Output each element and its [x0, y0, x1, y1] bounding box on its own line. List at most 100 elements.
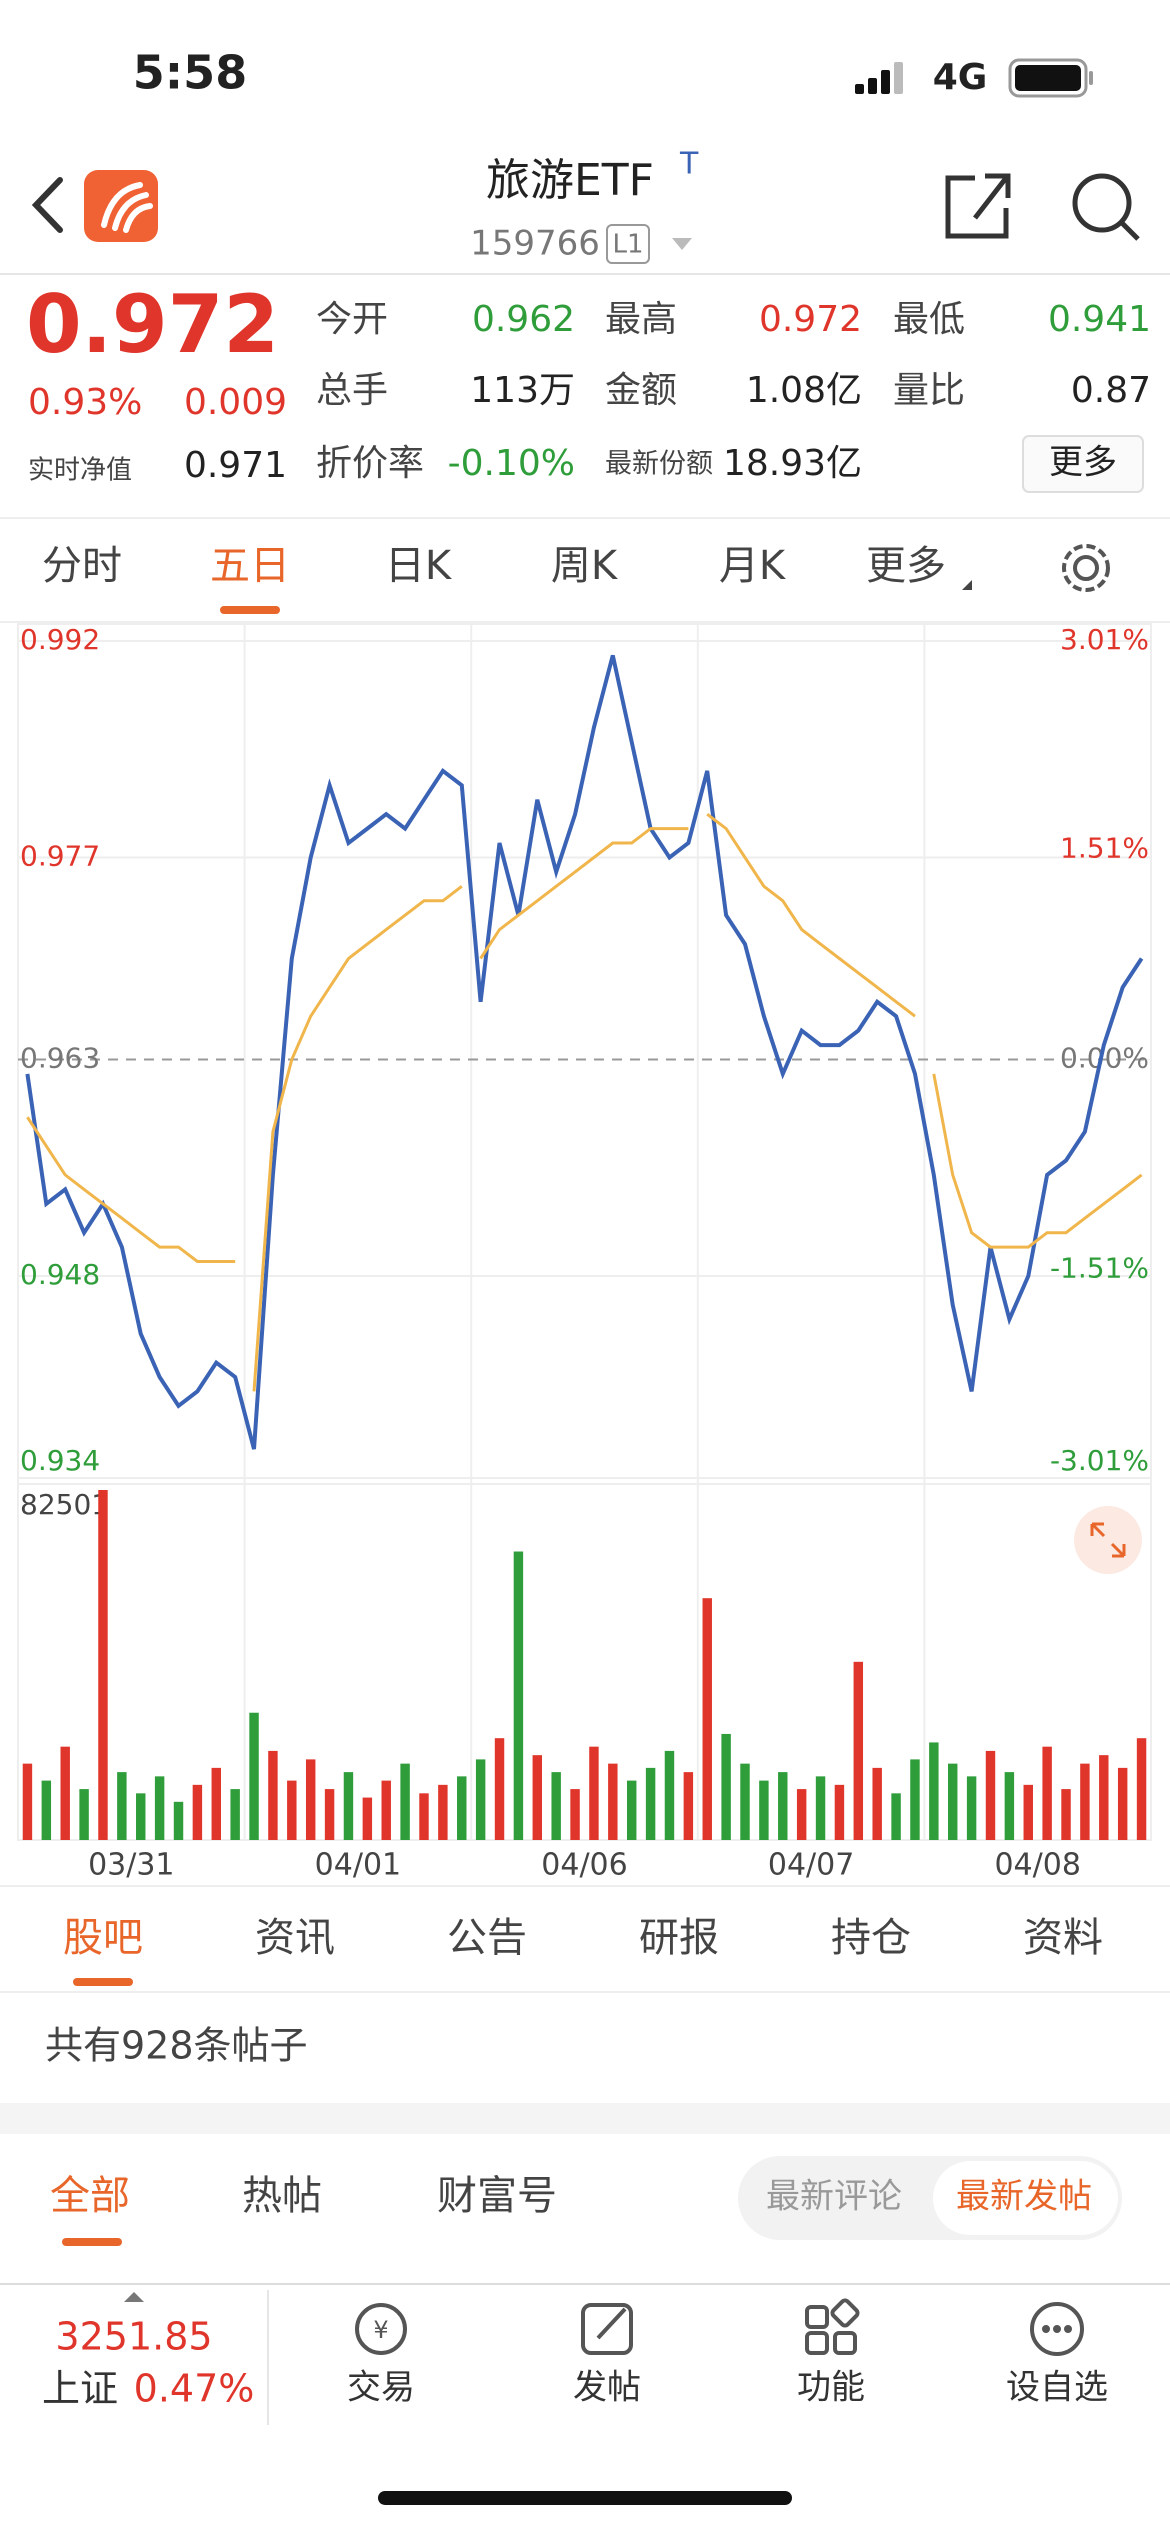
expand-button[interactable]	[1074, 1506, 1142, 1574]
feed-tab[interactable]: 资料	[1023, 1915, 1103, 1961]
volume-bar	[910, 1759, 920, 1840]
volume-bar	[532, 1755, 543, 1840]
price-line	[25, 654, 1144, 1450]
volume-bar	[796, 1789, 807, 1840]
y-tick-label: 0.963	[20, 1042, 100, 1075]
y-tick-label: 0.948	[20, 1258, 100, 1291]
sub-tab[interactable]: 财富号	[437, 2173, 557, 2219]
x-tick-label: 03/31	[88, 1848, 174, 1883]
x-tick-label: 04/06	[541, 1848, 627, 1883]
chart-frame	[17, 623, 1152, 1841]
field-label: 最新份额	[605, 449, 713, 480]
share-button[interactable]	[945, 173, 1011, 239]
search-button[interactable]	[1072, 173, 1140, 241]
index-value: 3251.85	[55, 2315, 212, 2359]
volume-bar	[400, 1763, 410, 1840]
trade-icon[interactable]: ¥	[355, 2303, 407, 2355]
more-button[interactable]	[1022, 435, 1144, 493]
feed-tab[interactable]: 股吧	[63, 1915, 143, 1961]
volume-bar	[230, 1789, 240, 1840]
volume-bar	[740, 1763, 750, 1840]
volume-bar	[1004, 1772, 1015, 1840]
field-value: 0.972	[759, 299, 862, 340]
tab[interactable]: 日K	[385, 543, 453, 589]
feed-tab[interactable]: 研报	[639, 1915, 719, 1961]
volume-bar	[98, 1490, 108, 1840]
volume-bar	[475, 1759, 486, 1840]
field-value: 0.87	[1071, 370, 1151, 411]
feed-tab[interactable]: 持仓	[831, 1915, 911, 1961]
volume-bar	[1136, 1738, 1147, 1840]
settings-button[interactable]	[1062, 544, 1110, 592]
field-label: 最低	[893, 299, 965, 340]
volume-bar	[268, 1750, 278, 1840]
volume-bar	[1099, 1755, 1109, 1840]
volume-bar	[929, 1742, 939, 1840]
sort-option[interactable]: 最新发帖	[956, 2177, 1092, 2217]
volume-bar	[362, 1797, 373, 1840]
tab-underline	[73, 1978, 133, 1986]
volume-bar	[1080, 1763, 1090, 1840]
tab[interactable]: 月K	[719, 543, 787, 589]
nav-label[interactable]: 设自选	[1006, 2368, 1108, 2408]
post-icon[interactable]	[581, 2303, 633, 2355]
volume-bar	[249, 1712, 259, 1840]
feed-tab[interactable]: 资讯	[255, 1915, 335, 1961]
volume-bar	[211, 1767, 221, 1840]
volume-bar	[457, 1776, 467, 1840]
volume-bar	[759, 1780, 769, 1840]
volume-bar	[1023, 1784, 1033, 1840]
tab[interactable]: 更多	[866, 543, 946, 589]
price: 0.972	[26, 278, 279, 371]
volume-bar	[117, 1772, 127, 1840]
func-icon[interactable]	[805, 2298, 860, 2355]
signal	[855, 62, 903, 94]
field-label: 最高	[605, 299, 677, 340]
dropdown	[962, 580, 972, 590]
volume-bar	[551, 1772, 561, 1840]
sub-tab[interactable]: 全部	[50, 2173, 130, 2219]
time: 5:58	[133, 46, 247, 100]
volume-bar	[645, 1767, 656, 1840]
volume-bar	[154, 1776, 165, 1840]
battery	[1008, 58, 1093, 98]
volume-bar	[778, 1772, 788, 1840]
sort-option[interactable]: 最新评论	[766, 2177, 902, 2217]
tab[interactable]: 分时	[42, 543, 122, 589]
avg-line	[26, 813, 1143, 1392]
volume-bar	[287, 1780, 297, 1840]
volume-bar	[815, 1776, 826, 1840]
volume-bar	[1042, 1746, 1052, 1840]
volume-bar	[683, 1772, 694, 1840]
network: 4G	[933, 57, 988, 98]
watch-icon[interactable]	[1030, 2302, 1084, 2356]
nav-label[interactable]: 交易	[347, 2368, 415, 2408]
tab[interactable]: 周K	[551, 543, 619, 589]
nav-label: 实时净值	[28, 456, 132, 486]
sort-active[interactable]	[933, 2161, 1118, 2235]
logo	[84, 170, 158, 242]
index-change: 0.47%	[134, 2367, 255, 2411]
volume-bar	[494, 1738, 505, 1840]
volume-bar	[381, 1780, 391, 1840]
more-label[interactable]: 更多	[1049, 443, 1117, 483]
volume-bar	[834, 1784, 845, 1840]
volume-bar	[721, 1733, 731, 1840]
volume-bar	[948, 1763, 958, 1840]
nav-value: 0.971	[184, 445, 287, 486]
dropdown[interactable]	[672, 238, 692, 250]
volume-bar	[1117, 1767, 1128, 1840]
nav-label[interactable]: 发帖	[573, 2368, 641, 2408]
field-value: 18.93亿	[723, 443, 862, 484]
volume-bar	[513, 1551, 524, 1840]
tab[interactable]: 五日	[210, 543, 290, 589]
feed-tab[interactable]: 公告	[447, 1915, 527, 1961]
nav-label[interactable]: 功能	[797, 2368, 865, 2408]
level: L1	[612, 230, 643, 260]
volume-bar	[853, 1661, 864, 1840]
volume-bar	[1061, 1789, 1071, 1840]
sub-tab[interactable]: 热帖	[242, 2173, 322, 2219]
back-button[interactable]	[31, 177, 63, 233]
home-indicator	[378, 2491, 792, 2505]
